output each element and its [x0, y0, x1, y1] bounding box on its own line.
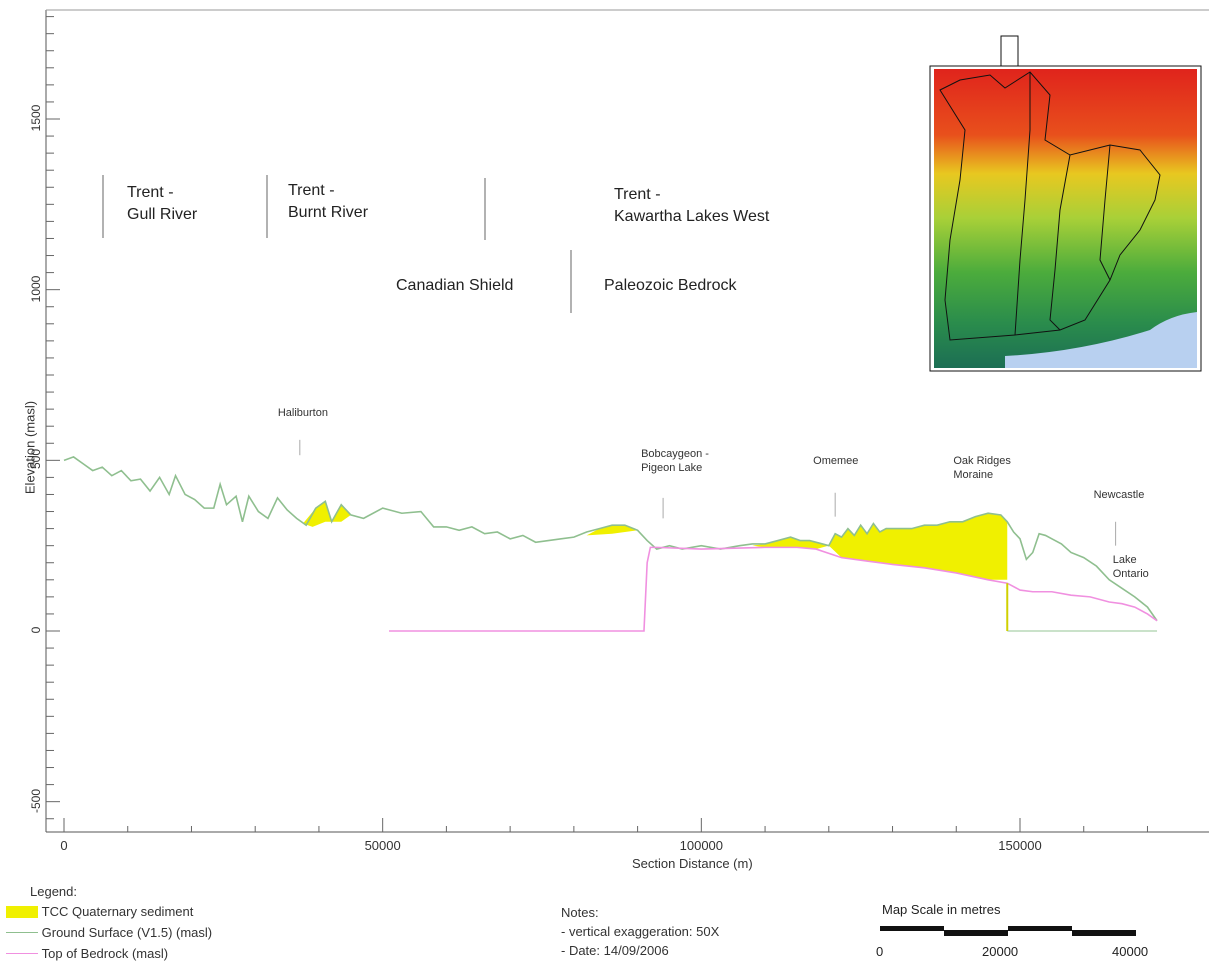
annotation-markers: [299, 439, 1117, 546]
y-axis-label: Elevation (masl): [22, 400, 38, 495]
x-tick-label: 50000: [364, 838, 401, 853]
y-tick-label: -500: [29, 788, 43, 813]
elevation-raster: [934, 69, 1197, 368]
x-tick-label: 150000: [998, 838, 1042, 853]
ground-surface-v1-5-masl-line: [63, 456, 1158, 622]
region-label-kawartha: Trent - Kawartha Lakes West: [614, 186, 770, 225]
region-label-paleozoic: Paleozoic Bedrock: [604, 277, 737, 294]
series-lines: [63, 456, 1158, 632]
scale-bar-graphic: [880, 926, 1136, 936]
x-tick-label: 100000: [679, 838, 724, 853]
notes-line: - vertical exaggeration: 50X: [561, 924, 720, 939]
annotation-omemee: Omemee: [813, 454, 859, 467]
annotation-lake: Lake Ontario: [1112, 553, 1149, 580]
region-dividers: [102, 175, 572, 313]
notes-title: Notes:: [561, 905, 599, 920]
sediment-fills: [303, 501, 1008, 580]
y-tick-label: 1500: [29, 104, 43, 132]
inset-map: [929, 35, 1202, 372]
y-tick-label: 1000: [29, 275, 43, 303]
scale-bar: Map Scale in metres 0 20000 40000: [876, 902, 1166, 962]
legend-title: Legend:: [30, 884, 77, 899]
annotation-newcastle: Newcastle: [1093, 488, 1145, 501]
x-tick-label: 0: [60, 838, 68, 853]
annotation-haliburton: Haliburton: [277, 406, 328, 419]
scale-label: 20000: [982, 944, 1019, 959]
watershed-boundary: [1099, 144, 1111, 281]
x-axis-label: Section Distance (m): [632, 856, 753, 871]
sediment-polygon: [752, 537, 829, 550]
legend-swatch-bedrock: [6, 953, 38, 955]
legend-item-ground: Ground Surface (V1.5) (masl): [6, 924, 212, 940]
y-tick-label: 0: [29, 626, 43, 634]
sediment-polygon: [303, 501, 351, 527]
watershed-boundary: [1014, 72, 1031, 336]
region-label-canadian-shield: Canadian Shield: [396, 277, 514, 294]
legend-swatch-ground: [6, 932, 38, 934]
annotation-oak-ridges: Oak Ridges Moraine: [953, 454, 1011, 481]
inset-pointer-box: [1000, 35, 1019, 67]
axis-ticks: [46, 16, 1148, 832]
plot-frame: [45, 9, 1209, 833]
notes-line: - Date: 14/09/2006: [561, 943, 669, 958]
annotation-bobcaygeon: Bobcaygeon - Pigeon Lake: [641, 447, 709, 474]
scale-label: 0: [876, 944, 884, 959]
notes: Notes: - vertical exaggeration: 50X - Da…: [561, 903, 719, 960]
region-label-burnt: Trent - Burnt River: [288, 182, 369, 221]
top-of-bedrock-masl-line: [389, 546, 1158, 632]
legend-item-bedrock: Top of Bedrock (masl): [6, 945, 168, 961]
legend-swatch-sediment: [6, 905, 38, 918]
legend: Legend: TCC Quaternary sediment Ground S…: [6, 884, 326, 968]
region-label-gull: Trent - Gull River: [127, 184, 198, 223]
scale-bar-title: Map Scale in metres: [882, 902, 1001, 917]
scale-label: 40000: [1112, 944, 1149, 959]
sediment-polygon: [586, 525, 638, 536]
lake-ontario-area: [1005, 312, 1197, 368]
legend-item-sediment: TCC Quaternary sediment: [6, 903, 193, 919]
watershed-boundary: [1049, 154, 1071, 331]
sediment-polygon: [828, 513, 1008, 580]
